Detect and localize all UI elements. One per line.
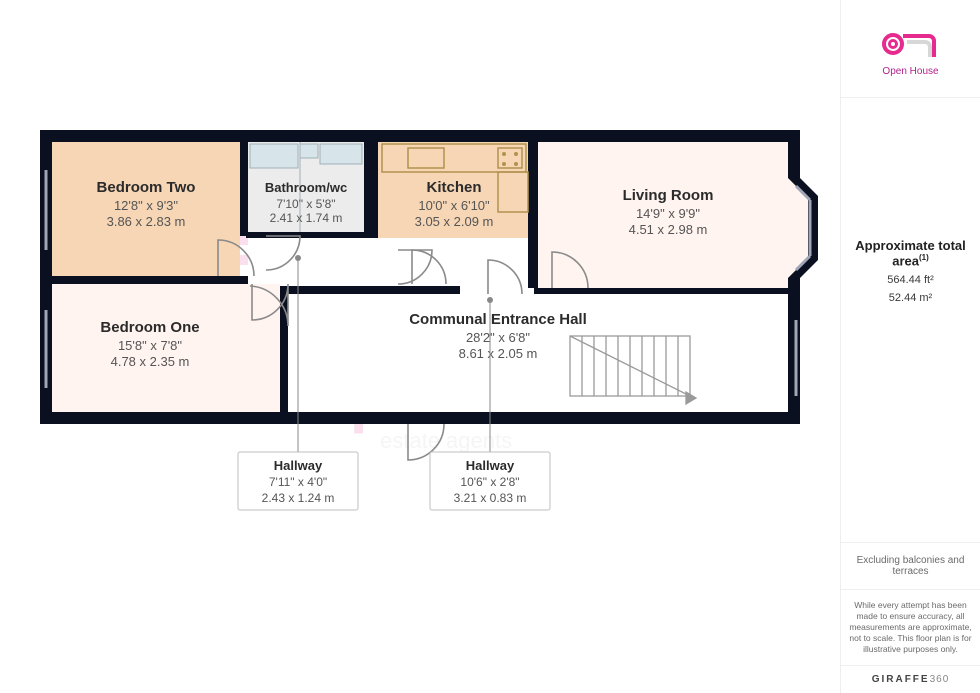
svg-text:10'6" x 2'8": 10'6" x 2'8"	[460, 475, 519, 489]
label-bathroom: Bathroom/wc 7'10" x 5'8" 2.41 x 1.74 m	[265, 180, 347, 225]
tag-name: Hallway	[274, 458, 323, 473]
svg-text:10'0" x 6'10": 10'0" x 6'10"	[418, 198, 490, 213]
room-name: Communal Entrance Hall	[409, 311, 587, 328]
svg-text:Living Room: Living Room	[623, 187, 714, 204]
room-imp: 12'8" x 9'3"	[114, 198, 178, 213]
tag-imp: 10'6" x 2'8"	[460, 475, 519, 489]
svg-text:7'10" x 5'8": 7'10" x 5'8"	[276, 197, 335, 211]
svg-text:28'2" x 6'8": 28'2" x 6'8"	[466, 330, 530, 345]
svg-text:3.21 x 0.83 m: 3.21 x 0.83 m	[454, 491, 527, 505]
room-imp: 7'10" x 5'8"	[276, 197, 335, 211]
svg-text:3.05 x 2.09 m: 3.05 x 2.09 m	[415, 214, 494, 229]
room-met: 8.61 x 2.05 m	[459, 346, 538, 361]
label-living: Living Room 14'9" x 9'9" 4.51 x 2.98 m	[623, 187, 714, 237]
svg-text:Hallway: Hallway	[466, 458, 515, 473]
room-met: 4.51 x 2.98 m	[629, 222, 708, 237]
room-name: Living Room	[623, 187, 714, 204]
area-ft: 564.44 ft²	[849, 274, 972, 286]
brand-name: Open House	[847, 66, 974, 77]
svg-text:2.41 x 1.74 m: 2.41 x 1.74 m	[270, 211, 343, 225]
floor-plan-area: Open House estate agents	[0, 0, 840, 693]
room-imp: 15'8" x 7'8"	[118, 338, 182, 353]
area-heading: Approximate total area(1)	[849, 238, 972, 268]
svg-text:4.78 x 2.35 m: 4.78 x 2.35 m	[111, 354, 190, 369]
room-name: Bedroom Two	[97, 179, 196, 196]
svg-text:8.61 x 2.05 m: 8.61 x 2.05 m	[459, 346, 538, 361]
svg-text:Kitchen: Kitchen	[426, 179, 481, 196]
room-met: 3.05 x 2.09 m	[415, 214, 494, 229]
excluding-note: Excluding balconies and terraces	[841, 542, 980, 589]
room-imp: 28'2" x 6'8"	[466, 330, 530, 345]
room-met: 2.41 x 1.74 m	[270, 211, 343, 225]
svg-text:14'9" x 9'9": 14'9" x 9'9"	[636, 206, 700, 221]
room-name: Kitchen	[426, 179, 481, 196]
svg-text:Communal Entrance Hall: Communal Entrance Hall	[409, 311, 587, 328]
floor-plan-svg: Open House estate agents	[0, 0, 840, 693]
svg-text:4.51 x 2.98 m: 4.51 x 2.98 m	[629, 222, 708, 237]
brand-logo-icon	[881, 30, 941, 64]
tag-name: Hallway	[466, 458, 515, 473]
room-name: Bedroom One	[100, 319, 199, 336]
tag-imp: 7'11" x 4'0"	[269, 475, 327, 489]
room-imp: 14'9" x 9'9"	[636, 206, 700, 221]
svg-text:Bathroom/wc: Bathroom/wc	[265, 180, 347, 195]
room-met: 3.86 x 2.83 m	[107, 214, 186, 229]
svg-text:Bedroom One: Bedroom One	[100, 319, 199, 336]
disclaimer: While every attempt has been made to ens…	[841, 589, 980, 665]
tag-met: 3.21 x 0.83 m	[454, 491, 527, 505]
svg-text:7'11" x 4'0": 7'11" x 4'0"	[269, 475, 327, 489]
room-name: Bathroom/wc	[265, 180, 347, 195]
area-m: 52.44 m²	[849, 292, 972, 304]
room-met: 4.78 x 2.35 m	[111, 354, 190, 369]
credit: GIRAFFE360	[841, 665, 980, 693]
area-block: Approximate total area(1) 564.44 ft² 52.…	[841, 98, 980, 304]
svg-text:Hallway: Hallway	[274, 458, 323, 473]
svg-text:12'8" x 9'3": 12'8" x 9'3"	[114, 198, 178, 213]
page: Open House estate agents	[0, 0, 980, 693]
tag-met: 2.43 x 1.24 m	[262, 491, 335, 505]
info-sidebar: Open House Approximate total area(1) 564…	[840, 0, 980, 693]
svg-text:15'8" x 7'8": 15'8" x 7'8"	[118, 338, 182, 353]
sidebar-footer: Excluding balconies and terraces While e…	[841, 542, 980, 693]
svg-text:Bedroom Two: Bedroom Two	[97, 179, 196, 196]
svg-text:3.86 x 2.83 m: 3.86 x 2.83 m	[107, 214, 186, 229]
brand-block: Open House	[841, 0, 980, 98]
room-imp: 10'0" x 6'10"	[418, 198, 490, 213]
svg-text:estate agents: estate agents	[380, 428, 512, 453]
svg-text:2.43 x 1.24 m: 2.43 x 1.24 m	[262, 491, 335, 505]
